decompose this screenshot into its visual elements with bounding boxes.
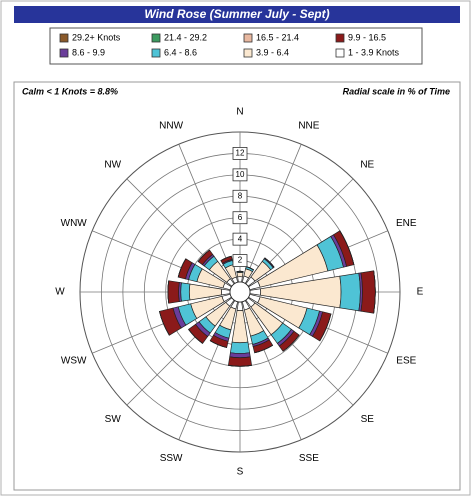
r-tick-label: 8	[238, 191, 243, 200]
legend-label: 29.2+ Knots	[72, 32, 121, 42]
legend-swatch	[336, 34, 344, 42]
direction-label: S	[237, 467, 244, 478]
legend-label: 6.4 - 8.6	[164, 47, 197, 57]
legend-swatch	[60, 49, 68, 57]
calm-note: Calm < 1 Knots = 8.8%	[22, 86, 118, 96]
legend-label: 9.9 - 16.5	[348, 32, 386, 42]
r-tick-label: 6	[238, 213, 243, 222]
r-tick-label: 10	[236, 170, 245, 179]
direction-label: NNW	[159, 120, 183, 131]
rose-segment	[237, 272, 243, 276]
rose-segment	[228, 357, 251, 366]
legend-swatch	[152, 49, 160, 57]
rose-segment	[230, 342, 249, 353]
legend-swatch	[60, 34, 68, 42]
legend-label: 3.9 - 6.4	[256, 47, 289, 57]
direction-label: E	[417, 287, 424, 298]
direction-label: WNW	[61, 218, 88, 229]
legend-swatch	[336, 49, 344, 57]
legend-label: 8.6 - 9.9	[72, 47, 105, 57]
direction-label: W	[55, 287, 65, 298]
legend-label: 1 - 3.9 Knots	[348, 47, 400, 57]
direction-label: SW	[105, 414, 122, 425]
rose-segment	[237, 302, 243, 311]
rose-segment	[238, 277, 243, 282]
legend-label: 21.4 - 29.2	[164, 32, 207, 42]
direction-label: ESE	[396, 356, 416, 367]
direction-label: SSW	[160, 453, 183, 464]
rose-segment	[230, 353, 251, 358]
r-tick-label: 12	[236, 149, 245, 158]
direction-label: ENE	[396, 218, 417, 229]
rose-segment	[181, 283, 190, 302]
rose-segment	[168, 281, 179, 304]
legend-swatch	[244, 34, 252, 42]
rose-segment	[221, 289, 230, 295]
legend-label: 16.5 - 21.4	[256, 32, 299, 42]
direction-label: N	[236, 107, 243, 118]
legend-swatch	[152, 34, 160, 42]
direction-label: NE	[360, 159, 374, 170]
r-tick-label: 4	[238, 234, 243, 243]
r-tick-label: 2	[238, 256, 243, 265]
calm-hub	[230, 282, 250, 302]
scale-note: Radial scale in % of Time	[343, 86, 450, 96]
rose-segment	[361, 271, 375, 313]
direction-label: NW	[104, 159, 121, 170]
legend-swatch	[244, 49, 252, 57]
direction-label: SE	[361, 414, 375, 425]
chart-title: Wind Rose (Summer July - Sept)	[144, 7, 329, 21]
direction-label: WSW	[61, 356, 87, 367]
rose-segment	[340, 273, 361, 311]
direction-label: NNE	[298, 120, 319, 131]
direction-label: SSE	[299, 453, 319, 464]
